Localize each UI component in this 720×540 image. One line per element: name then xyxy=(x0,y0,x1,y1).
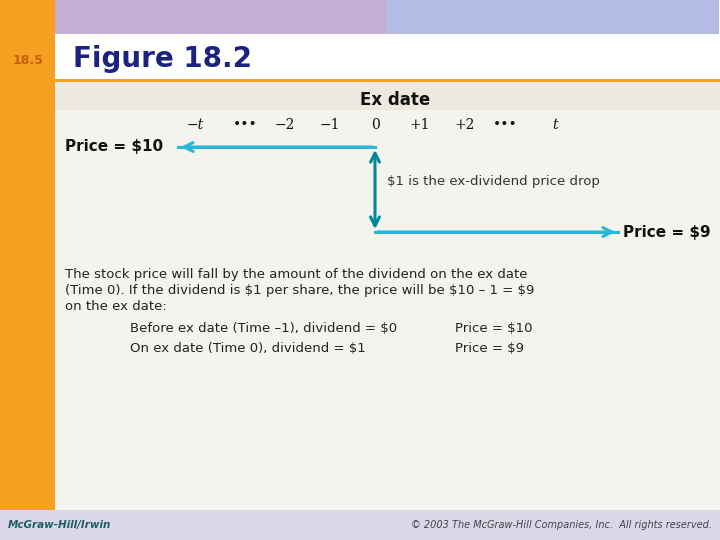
Text: McGraw-Hill/Irwin: McGraw-Hill/Irwin xyxy=(8,520,112,530)
Text: On ex date (Time 0), dividend = $1: On ex date (Time 0), dividend = $1 xyxy=(130,342,366,355)
Text: Figure 18.2: Figure 18.2 xyxy=(73,45,252,73)
Text: 18.5: 18.5 xyxy=(12,53,43,66)
Text: Before ex date (Time –1), dividend = $0: Before ex date (Time –1), dividend = $0 xyxy=(130,322,397,335)
Text: Ex date: Ex date xyxy=(360,91,430,109)
Text: +2: +2 xyxy=(455,118,475,132)
Text: t: t xyxy=(552,118,558,132)
Bar xyxy=(387,0,719,35)
Text: •••: ••• xyxy=(492,118,518,132)
Bar xyxy=(55,0,387,35)
Text: (Time 0). If the dividend is $1 per share, the price will be $10 – 1 = $9: (Time 0). If the dividend is $1 per shar… xyxy=(65,284,534,297)
Text: Price = $9: Price = $9 xyxy=(455,342,524,355)
Text: The stock price will fall by the amount of the dividend on the ex date: The stock price will fall by the amount … xyxy=(65,268,528,281)
Text: +1: +1 xyxy=(410,118,431,132)
Text: •••: ••• xyxy=(233,118,257,132)
Bar xyxy=(55,82,720,512)
Text: Price = $10: Price = $10 xyxy=(65,139,163,154)
Text: $1 is the ex-dividend price drop: $1 is the ex-dividend price drop xyxy=(387,175,600,188)
Bar xyxy=(0,0,55,540)
Bar xyxy=(55,82,720,110)
Text: −2: −2 xyxy=(275,118,295,132)
Text: © 2003 The McGraw-Hill Companies, Inc.  All rights reserved.: © 2003 The McGraw-Hill Companies, Inc. A… xyxy=(411,520,712,530)
Text: 0: 0 xyxy=(371,118,379,132)
Text: −1: −1 xyxy=(320,118,341,132)
Bar xyxy=(55,79,720,82)
Text: on the ex date:: on the ex date: xyxy=(65,300,167,313)
Bar xyxy=(0,510,720,540)
Text: Price = $9: Price = $9 xyxy=(623,225,711,240)
Bar xyxy=(55,34,720,80)
Text: −t: −t xyxy=(186,118,204,132)
Text: Price = $10: Price = $10 xyxy=(455,322,533,335)
